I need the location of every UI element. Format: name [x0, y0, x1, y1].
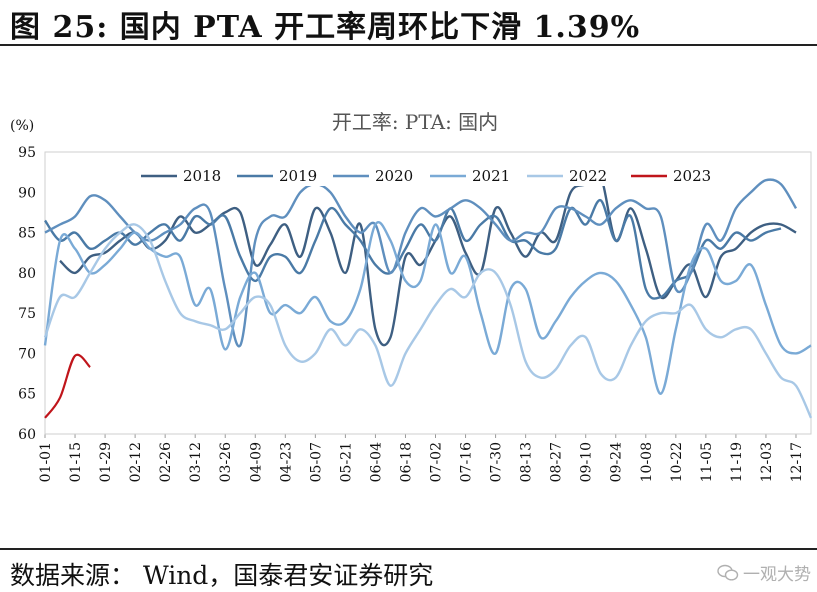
x-tick-label: 03-12	[188, 442, 204, 482]
legend-bg	[627, 166, 727, 186]
plot-frame	[44, 151, 812, 435]
legend-label-2023: 2023	[673, 167, 711, 185]
series-line-2020	[44, 178, 798, 348]
legend-label-2022: 2022	[569, 167, 607, 185]
watermark-text: 一观大势	[743, 565, 811, 585]
legend-label-2021: 2021	[472, 167, 510, 185]
series-line-2023	[44, 353, 91, 419]
y-tick-label: 85	[18, 226, 36, 242]
legend-label-2019: 2019	[279, 167, 317, 185]
x-tick-label: 02-26	[158, 442, 174, 482]
x-tick-label: 04-09	[248, 442, 264, 482]
y-axis-unit: (%)	[10, 118, 34, 134]
x-tick-label: 09-10	[579, 442, 595, 482]
wechat-icon	[717, 564, 739, 581]
x-tick-label: 08-13	[519, 442, 535, 482]
x-tick-label: 08-27	[549, 442, 565, 482]
top-rule	[0, 44, 817, 46]
x-tick-label: 05-07	[308, 442, 324, 482]
legend-label-2020: 2020	[375, 167, 413, 185]
x-tick-label: 05-21	[338, 442, 354, 482]
y-axis: 60 65 70 75 80 85 90 95	[18, 145, 36, 443]
series-lines	[43, 171, 813, 419]
x-tick-label: 07-16	[459, 442, 475, 482]
x-tick-label: 01-01	[38, 442, 54, 482]
y-tick-label: 60	[18, 427, 36, 443]
x-tick-label: 07-02	[429, 442, 445, 482]
legend-bg	[523, 166, 623, 186]
x-axis: 01-01 01-15 01-29 02-12 02-26 03-12 03-26 04-09…	[38, 434, 805, 482]
x-tick-label: 06-18	[398, 442, 414, 482]
x-tick-label: 09-24	[609, 442, 625, 482]
legend-bg	[329, 166, 429, 186]
y-tick-label: 65	[18, 387, 36, 403]
x-tick-label: 11-05	[699, 442, 715, 482]
bottom-rule	[0, 548, 817, 550]
x-tick-label: 04-23	[278, 442, 294, 482]
chart-title: 开工率: PTA: 国内	[332, 110, 498, 134]
x-tick-label: 12-03	[759, 442, 775, 482]
x-tick-label: 03-26	[218, 442, 234, 482]
y-tick-label: 80	[18, 266, 36, 282]
legend-bg	[426, 166, 526, 186]
source-note: 数据来源： Wind，国泰君安证券研究	[10, 561, 434, 590]
x-tick-label: 02-12	[128, 442, 144, 482]
x-tick-label: 10-08	[639, 442, 655, 482]
x-tick-label: 07-30	[489, 442, 505, 482]
legend-label-2018: 2018	[183, 167, 221, 185]
x-tick-label: 01-15	[68, 442, 84, 482]
figure-title: 图 25: 国内 PTA 开工率周环比下滑 1.39%	[10, 10, 641, 45]
x-tick-label: 12-17	[789, 442, 805, 482]
legend-bg	[233, 166, 333, 186]
series-line-2021	[43, 221, 812, 395]
legend: 2018 2019 2020 2021 2022 2023	[137, 166, 727, 186]
watermark: 一观大势	[717, 560, 811, 585]
series-line-2018	[59, 171, 797, 347]
x-tick-label: 01-29	[98, 442, 114, 482]
y-tick-label: 70	[18, 346, 36, 362]
legend-bg	[137, 166, 237, 186]
y-tick-label: 95	[18, 145, 36, 161]
y-tick-label: 75	[18, 306, 36, 322]
series-line-2022	[43, 223, 813, 419]
series-line-2019	[44, 199, 782, 300]
x-tick-label: 10-22	[669, 442, 685, 482]
x-tick-label: 11-19	[729, 442, 745, 482]
y-tick-label: 90	[18, 185, 36, 201]
x-tick-label: 06-04	[368, 442, 384, 482]
